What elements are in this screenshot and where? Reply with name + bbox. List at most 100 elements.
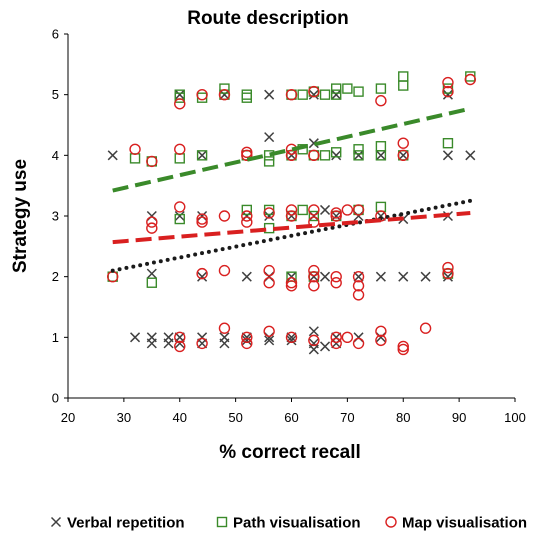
data-point (174, 213, 185, 225)
marker-stroke (241, 210, 252, 222)
data-point (263, 277, 275, 289)
chart-title: Route description (187, 8, 349, 29)
legend-marker (50, 516, 62, 528)
data-point (442, 261, 454, 274)
x-tick-label: 80 (396, 410, 410, 425)
data-point (308, 270, 320, 283)
data-point (442, 89, 453, 100)
marker-stroke (319, 204, 331, 215)
marker-stroke (219, 89, 230, 100)
data-point (442, 137, 454, 149)
data-point (319, 89, 331, 100)
y-tick-label: 2 (52, 269, 59, 284)
data-point (375, 150, 386, 161)
data-point (107, 150, 118, 161)
data-point (419, 322, 432, 334)
legend: Verbal repetition Path visualisation Map v… (50, 515, 527, 532)
data-point (286, 210, 297, 222)
data-point (398, 150, 409, 161)
data-point (330, 277, 342, 289)
data-point (352, 289, 365, 301)
data-points (106, 71, 476, 356)
data-point (174, 201, 186, 213)
x-tick-label: 30 (117, 410, 131, 425)
marker-stroke (146, 268, 157, 279)
data-point (285, 204, 298, 216)
marker-stroke (241, 335, 252, 346)
series-circle (106, 73, 476, 356)
data-point (375, 150, 387, 161)
marker-stroke (174, 210, 185, 222)
data-point (174, 210, 185, 222)
data-point (308, 210, 320, 222)
data-point (342, 83, 353, 94)
data-point (375, 271, 386, 282)
data-point (241, 337, 253, 350)
data-point (264, 132, 275, 143)
marker-stroke (107, 150, 118, 161)
marker-stroke (286, 210, 297, 222)
data-point (264, 335, 275, 346)
x-tick-label: 90 (452, 410, 466, 425)
data-point (263, 207, 275, 219)
marker-stroke (331, 338, 342, 349)
marker-stroke (264, 271, 275, 282)
data-point (129, 153, 141, 164)
data-point (218, 264, 231, 277)
data-point (464, 73, 476, 86)
marker-stroke (146, 338, 157, 349)
trendline-circle (112, 210, 471, 245)
marker-stroke (264, 332, 275, 343)
data-point (297, 204, 308, 216)
plot-axes: 0 1 2 3 4 5 6 20 30 40 50 60 70 80 90 100 (52, 27, 526, 426)
data-point (285, 331, 298, 344)
data-point (241, 210, 253, 222)
trendline-square (112, 106, 471, 193)
data-point (319, 271, 331, 282)
data-point (353, 271, 364, 282)
data-point (308, 264, 320, 277)
data-point (375, 83, 387, 94)
marker-stroke (264, 132, 275, 143)
marker-stroke (353, 332, 364, 343)
marker-stroke (197, 210, 208, 222)
marker-stroke (442, 271, 453, 282)
data-point (352, 280, 365, 292)
data-point (197, 210, 208, 222)
legend-label: Verbal repetition (67, 515, 185, 532)
data-point (308, 326, 319, 337)
data-point (286, 271, 297, 282)
data-point (241, 335, 252, 346)
data-point (241, 92, 253, 103)
data-point (196, 267, 208, 280)
marker-stroke (353, 271, 364, 282)
data-point (308, 210, 319, 222)
data-point (331, 89, 342, 100)
data-point (146, 216, 158, 228)
data-point (308, 204, 320, 216)
data-point (146, 277, 158, 288)
marker-stroke (197, 150, 208, 161)
data-point (146, 338, 157, 349)
data-point (375, 201, 387, 213)
marker-stroke (241, 271, 252, 282)
y-tick-label: 0 (52, 391, 59, 406)
data-point (353, 150, 364, 161)
marker-stroke (308, 210, 319, 222)
marker-stroke (420, 271, 431, 282)
data-point (218, 210, 231, 222)
marker-stroke (130, 332, 141, 343)
data-point (353, 150, 364, 161)
data-point (352, 337, 365, 350)
data-point (219, 338, 230, 349)
data-point (146, 210, 157, 222)
data-point (174, 340, 186, 353)
data-point (297, 89, 308, 100)
legend-label: Path visualisation (233, 515, 361, 532)
data-point (375, 95, 387, 107)
data-point (174, 89, 185, 100)
data-point (331, 83, 342, 94)
marker-stroke (353, 150, 364, 161)
data-point (106, 270, 119, 283)
